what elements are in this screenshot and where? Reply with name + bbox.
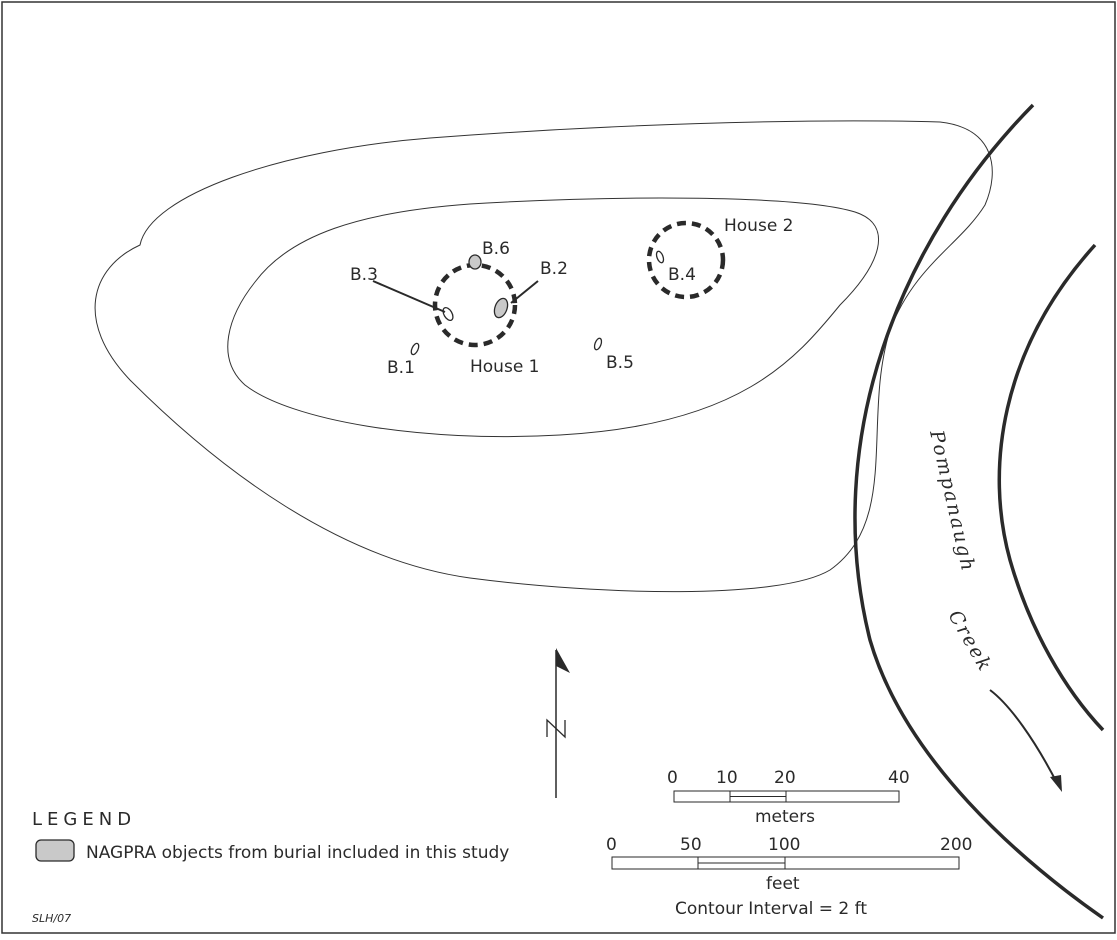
scale-bar-feet: 0 50 100 200 feet [606,835,972,894]
north-arrow-n-glyph [546,718,566,739]
legend-swatch-nagpra [35,839,75,862]
house-2-outline [646,220,726,300]
creek-flow-arrow [989,689,1059,786]
burial-b1-feature [410,342,420,356]
contour-interval-note: Contour Interval = 2 ft [675,899,867,919]
scale-meters-unit: meters [755,807,815,827]
legend-item-nagpra-label: NAGPRA objects from burial included in t… [86,843,509,863]
burial-b3-label: B.3 [350,265,378,285]
legend-title: LEGEND [32,809,136,830]
north-arrow: N [546,648,570,798]
creek-west-bank [853,103,1105,920]
scale-feet-unit: feet [766,874,800,894]
scale-feet-tick-200: 200 [940,835,972,855]
scale-feet-tick-50: 50 [680,835,702,855]
burial-b5-feature [593,337,603,351]
legend: LEGEND NAGPRA objects from burial includ… [32,809,509,863]
scale-meters-tick-0: 0 [667,768,678,788]
scale-bar-meters: 0 10 20 40 meters [667,768,910,827]
creek-label-pompanaugh: Pompanaugh [925,427,979,574]
scale-feet-tick-0: 0 [606,835,617,855]
north-arrow-head [556,648,570,673]
scale-meters-tick-40: 40 [888,768,910,788]
house-1-label: House 1 [470,357,540,377]
scale-feet-tick-100: 100 [768,835,800,855]
signature-mark: SLH/07 [32,912,71,925]
creek-east-bank [997,243,1105,732]
inner-contour-line [227,197,880,438]
burial-b4-feature [655,250,665,264]
burial-b6-label: B.6 [482,239,510,259]
burial-b2-feature [493,297,509,319]
burial-b2-leader [510,280,539,304]
scale-meters-tick-20: 20 [774,768,796,788]
burial-b3-leader [372,280,446,313]
creek-label-creek: Creek [944,607,997,677]
creek-flow-arrowhead [1050,775,1062,792]
burial-b4-label: B.4 [668,265,696,285]
burial-b3-feature [442,306,454,322]
burial-b5-label: B.5 [606,353,634,373]
scale-meters-tick-10: 10 [716,768,738,788]
burial-b2-label: B.2 [540,259,568,279]
outer-contour-line [94,120,993,593]
burial-b6-feature [468,254,482,270]
burial-b1-label: B.1 [387,358,415,378]
house-2-label: House 2 [724,216,794,236]
